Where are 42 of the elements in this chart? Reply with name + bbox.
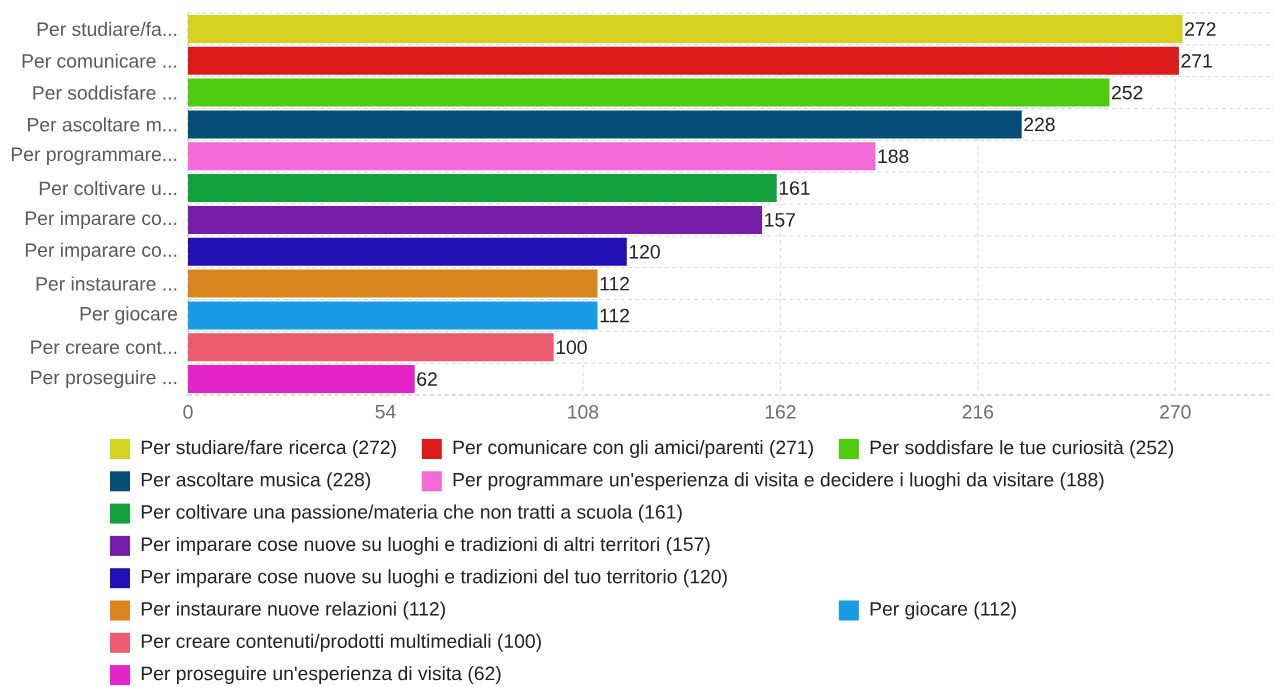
data-label: 272	[1185, 22, 1216, 36]
x-tick-label: 0	[183, 405, 193, 419]
legend-label: Per proseguire un'esperienza di visita (62)	[141, 666, 501, 685]
x-tick-label: 54	[375, 405, 396, 419]
y-tick-label: Per coltivare u...	[39, 180, 177, 196]
data-label: 62	[417, 372, 437, 386]
legend-label: Per instaurare nuove relazioni (112)	[141, 601, 445, 620]
y-tick-label: Per giocare	[80, 306, 178, 325]
y-tick-label: Per programmare...	[11, 147, 177, 165]
x-tick-label: 162	[765, 405, 796, 419]
data-label: 228	[1024, 117, 1055, 132]
x-tick-label: 270	[1160, 405, 1191, 419]
y-tick-label: Per soddisfare ...	[33, 85, 177, 100]
data-label: 112	[600, 276, 629, 291]
legend-label: Per creare contenuti/prodotti multimediali (100)	[141, 633, 541, 652]
legend-label: Per imparare cose nuove su luoghi e tradizioni del tuo territorio (120)	[141, 569, 727, 588]
legend-label: Per studiare/fare ricerca (272)	[141, 439, 396, 459]
legend-label: Per giocare (112)	[870, 601, 1016, 620]
data-label: 161	[779, 181, 810, 195]
data-label: 188	[878, 149, 909, 164]
x-tick-label: 108	[568, 405, 599, 419]
y-tick-label: Per instaurare ...	[36, 276, 177, 291]
y-tick-label: Per studiare/fa...	[37, 21, 177, 37]
y-tick-label: Per proseguire ...	[31, 370, 177, 389]
x-tick-label: 216	[962, 405, 994, 419]
data-label: 120	[629, 244, 660, 259]
data-label: 100	[556, 340, 587, 355]
legend-label: Per imparare cose nuove su luoghi e tradizioni di altri territori (157)	[141, 536, 710, 555]
y-tick-label: Per ascoltare m...	[28, 117, 177, 132]
data-label: 157	[765, 213, 795, 227]
y-tick-label: Per comunicare ...	[22, 53, 177, 68]
legend-label: Per soddisfare le tue curiosità (252)	[870, 439, 1174, 459]
y-tick-label: Per creare cont...	[31, 340, 177, 354]
y-tick-label: Per imparare co...	[25, 210, 177, 229]
data-label: 252	[1112, 85, 1143, 100]
legend-label: Per coltivare una passione/materia che non tratti a scuola (161)	[141, 504, 682, 523]
data-label: 271	[1181, 53, 1212, 68]
y-tick-label: Per imparare co...	[25, 242, 177, 261]
legend-label: Per ascoltare musica (228)	[141, 472, 371, 491]
legend-label: Per comunicare con gli amici/parenti (271)	[453, 439, 813, 459]
data-label: 112	[600, 308, 629, 323]
legend-label: Per programmare un'esperienza di visita e decidere i luoghi da visitare (188)	[453, 472, 1104, 491]
